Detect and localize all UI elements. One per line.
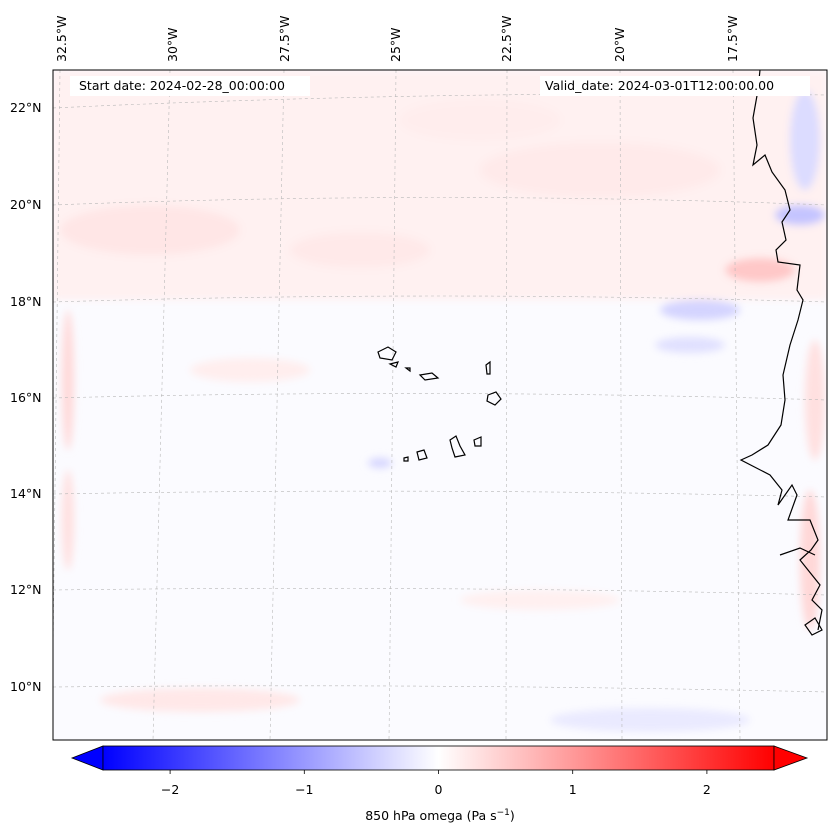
colorbar: [70, 745, 809, 774]
longitude-label: 17.5°W: [725, 15, 740, 62]
valid-date-label: Valid_date: 2024-03-01T12:00:00.00: [545, 78, 775, 93]
colorbar-label-exponent: −1: [496, 808, 510, 818]
colorbar-bar: [102, 745, 775, 771]
coastline: [739, 70, 823, 636]
latitude-label: 12°N: [10, 582, 42, 597]
colorbar-label-text: 850 hPa omega (Pa s: [365, 808, 497, 824]
map-frame: [52, 69, 828, 741]
longitude-label: 25°W: [388, 27, 403, 62]
colorbar-tick-label: 0: [434, 782, 443, 797]
latitude-label: 22°N: [10, 100, 42, 115]
colorbar-label: 850 hPa omega (Pa s−1): [0, 808, 837, 823]
latitude-label: 10°N: [10, 679, 42, 694]
longitude-label: 20°W: [612, 27, 627, 62]
islands: [377, 346, 502, 462]
colorbar-label-close: ): [509, 808, 515, 824]
latitude-label: 20°N: [10, 197, 42, 212]
colorbar-tick-label: 1: [568, 782, 577, 797]
longitude-label: 30°W: [165, 27, 180, 62]
latitude-label: 16°N: [10, 390, 42, 405]
colorbar-tick-label: −1: [295, 782, 314, 797]
colorbar-extend-min: [70, 745, 104, 771]
latitude-label: 14°N: [10, 486, 42, 501]
colorbar-tick-label: −2: [160, 782, 180, 797]
start-date-label: Start date: 2024-02-28_00:00:00: [79, 78, 285, 93]
longitude-label: 22.5°W: [499, 15, 514, 62]
omega-field: [53, 70, 827, 740]
longitude-label: 27.5°W: [277, 15, 292, 62]
longitude-label: 32.5°W: [54, 15, 69, 62]
colorbar-tick-label: 2: [702, 782, 711, 797]
latitude-label: 18°N: [10, 294, 42, 309]
colorbar-extend-max: [773, 745, 809, 771]
